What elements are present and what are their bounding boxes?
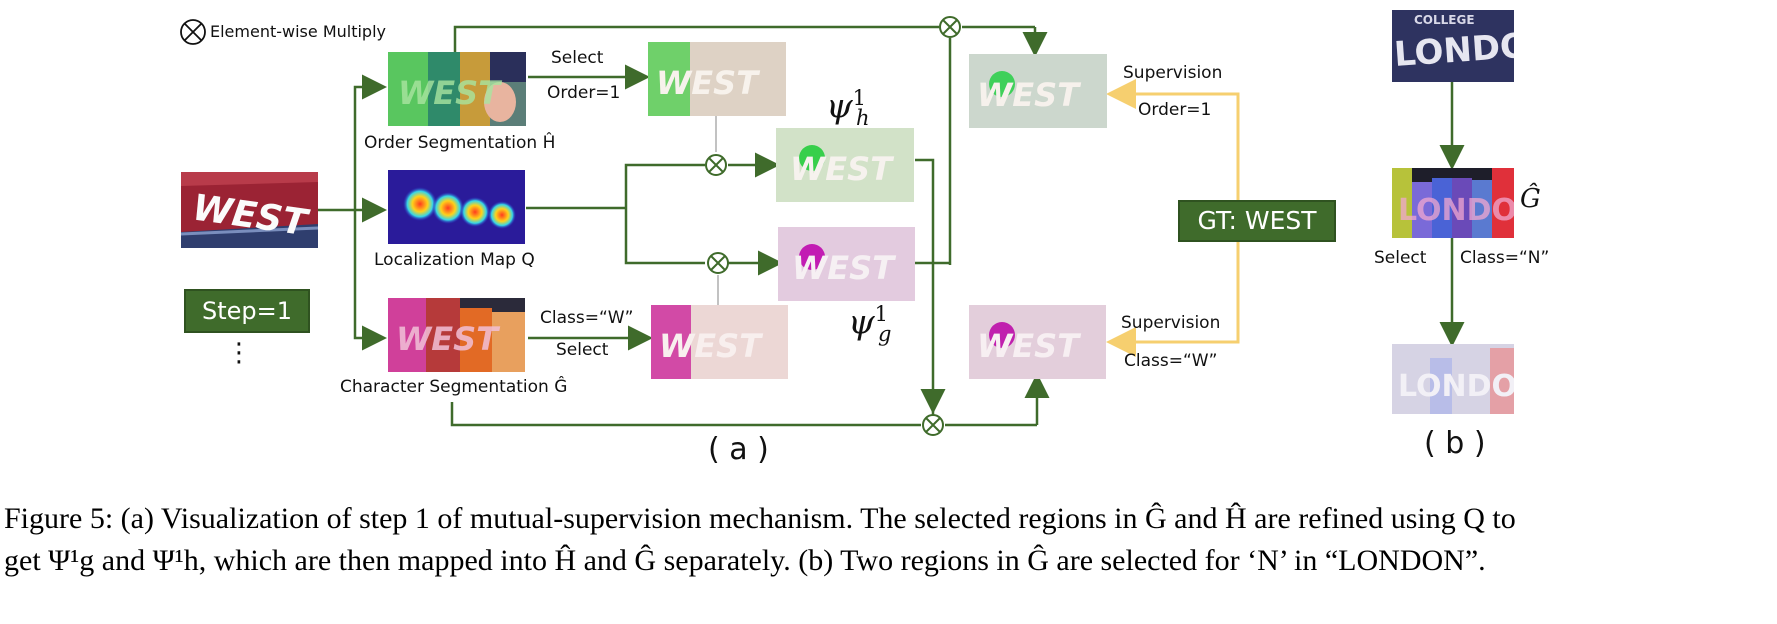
step-label: Step=1	[184, 289, 310, 333]
selected-order-region: WEST	[648, 42, 786, 116]
svg-text:WEST: WEST	[977, 327, 1081, 365]
class-b-label: Class=“N”	[1460, 248, 1550, 268]
class-bottom-label: Class=“W”	[540, 308, 634, 328]
order-segmentation-map: WEST	[388, 52, 526, 126]
london-selected-regions: LONDON	[1392, 344, 1514, 414]
caption-line-2: get Ψ¹g and Ψ¹h, which are then mapped i…	[4, 544, 1486, 577]
london-input-image: COLLEGE LONDON	[1392, 10, 1514, 82]
caption-line-1: Figure 5: (a) Visualization of step 1 of…	[4, 502, 1516, 535]
supervision-class-result: WEST	[969, 305, 1106, 379]
svg-text:LONDON: LONDON	[1398, 369, 1514, 404]
figure-caption: Figure 5: (a) Visualization of step 1 of…	[4, 498, 1774, 582]
selected-class-region: WEST	[651, 305, 788, 379]
localization-map	[388, 170, 525, 244]
char-seg-label: Character Segmentation Ĝ	[340, 377, 568, 397]
g-hat-label: Ĝ	[1520, 184, 1541, 214]
select-bottom-label: Select	[556, 340, 609, 360]
supervision-bottom-sub: Class=“W”	[1124, 351, 1218, 371]
psi-g-label: ψ1g	[848, 302, 892, 347]
ground-truth-label: GT: WEST	[1178, 200, 1336, 242]
svg-text:WEST: WEST	[792, 249, 896, 287]
psi-h-label: ψ1h	[826, 86, 870, 131]
svg-text:WEST: WEST	[977, 76, 1081, 114]
supervision-bottom-label: Supervision	[1121, 313, 1221, 333]
psi-h-region: WEST	[776, 128, 914, 202]
psi-g-region: WEST	[778, 227, 915, 301]
ellipsis: ⋮	[226, 338, 252, 368]
svg-text:WEST: WEST	[656, 64, 760, 102]
supervision-order-result: WEST	[969, 54, 1107, 128]
loc-map-label: Localization Map Q	[374, 250, 535, 270]
supervision-top-sub: Order=1	[1138, 100, 1212, 120]
panel-a-label: ( a )	[708, 432, 769, 467]
legend-text: Element-wise Multiply	[210, 22, 386, 41]
order-seg-label: Order Segmentation Ĥ	[364, 133, 556, 153]
panel-b-label: ( b )	[1424, 426, 1486, 461]
svg-text:WEST: WEST	[396, 320, 500, 358]
select-b-label: Select	[1374, 248, 1427, 268]
character-segmentation-map: WEST	[388, 298, 525, 372]
svg-text:WEST: WEST	[659, 327, 763, 365]
svg-text:WEST: WEST	[398, 74, 502, 112]
london-char-segmentation: LONDON	[1392, 168, 1514, 238]
supervision-top-label: Supervision	[1123, 63, 1223, 83]
order-top-label: Order=1	[547, 83, 621, 103]
svg-text:COLLEGE: COLLEGE	[1414, 13, 1475, 27]
select-top-label: Select	[551, 48, 604, 68]
svg-text:LONDON: LONDON	[1398, 193, 1514, 228]
svg-text:WEST: WEST	[790, 150, 894, 188]
input-image: WEST	[181, 172, 318, 248]
